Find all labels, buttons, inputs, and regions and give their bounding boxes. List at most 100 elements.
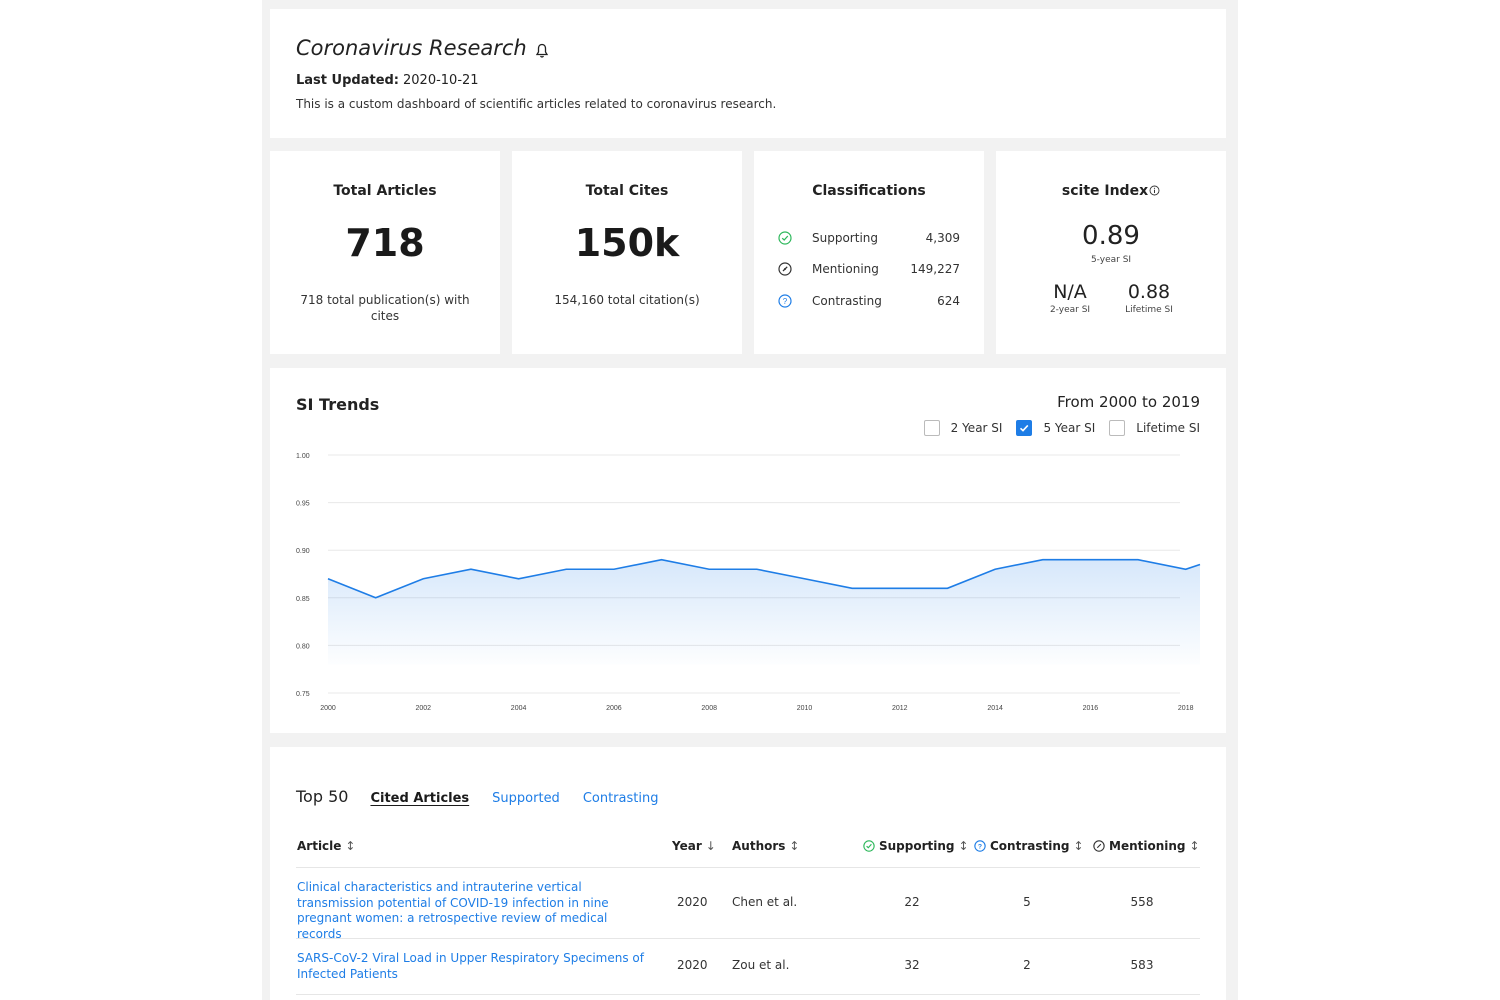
tab-cited-articles[interactable]: Cited Articles xyxy=(370,791,470,806)
sort-icon: ↕ xyxy=(1073,839,1084,853)
dashboard-description: This is a custom dashboard of scientific… xyxy=(296,97,777,111)
scite-five-year-value: 0.89 xyxy=(1082,221,1140,251)
total-articles-value: 718 xyxy=(345,221,425,265)
slash-circle-icon xyxy=(778,262,792,276)
supporting-value: 4,309 xyxy=(925,231,960,245)
question-circle-icon: ? xyxy=(778,294,792,308)
column-header-year[interactable]: Year ↓ xyxy=(672,839,716,853)
sort-icon: ↕ xyxy=(1189,839,1200,853)
article-mentioning-count[interactable]: 583 xyxy=(1130,958,1154,972)
y-tick-label: 0.75 xyxy=(296,691,310,698)
classifications-card: Classifications Supporting 4,309 Mention… xyxy=(754,151,984,354)
top-articles-card: Top 50 Cited Articles Supported Contrast… xyxy=(270,747,1226,1000)
sort-down-icon: ↓ xyxy=(705,839,716,853)
total-cites-subtitle: 154,160 total citation(s) xyxy=(554,293,700,307)
tab-contrasting[interactable]: Contrasting xyxy=(582,791,659,806)
si-trends-chart: 0.75 0.80 0.85 0.90 0.95 1.00 2000 2002 2004 2006… xyxy=(296,453,1201,712)
column-header-supporting[interactable]: Supporting ↕ xyxy=(863,839,969,853)
sort-icon: ↕ xyxy=(789,839,800,853)
total-cites-value: 150k xyxy=(574,221,680,265)
page-title: Coronavirus Research xyxy=(296,36,549,60)
column-header-article-label: Article xyxy=(297,839,342,853)
column-header-contrasting-label: Contrasting xyxy=(990,839,1070,853)
check-circle-icon xyxy=(863,840,875,852)
column-header-mentioning[interactable]: Mentioning ↕ xyxy=(1093,839,1200,853)
column-header-article[interactable]: Article ↕ xyxy=(297,839,355,853)
slash-circle-icon xyxy=(1093,840,1105,852)
series-line-5-year-si xyxy=(327,558,1201,599)
tab-supported[interactable]: Supported xyxy=(492,791,560,806)
article-year: 2020 xyxy=(677,895,708,909)
classification-row-supporting: Supporting 4,309 xyxy=(778,229,960,247)
table-divider xyxy=(296,994,1200,995)
x-tick-label: 2004 xyxy=(511,705,527,712)
legend-2-year-si-label: 2 Year SI xyxy=(950,421,1003,435)
page-title-text: Coronavirus Research xyxy=(296,36,527,60)
classification-row-mentioning: Mentioning 149,227 xyxy=(778,260,960,278)
column-header-authors-label: Authors xyxy=(732,839,786,853)
last-updated-value: 2020-10-21 xyxy=(403,73,479,88)
check-circle-icon xyxy=(778,231,792,245)
series-area-5-year-si xyxy=(328,559,1200,665)
si-trends-card: 0.75 0.80 0.85 0.90 0.95 1.00 2000 2002 2004 2006… xyxy=(270,368,1226,733)
checkbox-5-year-si[interactable] xyxy=(1016,420,1033,436)
si-trends-title: SI Trends xyxy=(296,395,380,414)
sort-icon: ↕ xyxy=(958,839,969,853)
column-header-authors[interactable]: Authors ↕ xyxy=(732,839,799,853)
x-tick-label: 2008 xyxy=(701,705,717,712)
column-header-supporting-label: Supporting xyxy=(879,839,955,853)
total-cites-title: Total Cites xyxy=(585,183,669,199)
x-tick-label: 2016 xyxy=(1083,705,1099,712)
total-cites-card: Total Cites 150k 154,160 total citation(… xyxy=(512,151,742,354)
y-tick-label: 0.85 xyxy=(296,596,310,603)
checkmark-icon xyxy=(1020,424,1029,432)
contrasting-label: Contrasting xyxy=(812,294,882,308)
article-authors: Zou et al. xyxy=(732,958,790,972)
y-tick-label: 1.00 xyxy=(296,453,310,460)
article-link[interactable]: SARS-CoV-2 Viral Load in Upper Respirato… xyxy=(297,951,644,981)
article-contrasting-count[interactable]: 2 xyxy=(1023,958,1031,972)
mentioning-label: Mentioning xyxy=(812,262,879,276)
bell-icon[interactable] xyxy=(535,40,549,58)
table-divider xyxy=(296,938,1200,939)
article-supporting-count[interactable]: 22 xyxy=(904,895,920,909)
article-mentioning-count[interactable]: 558 xyxy=(1130,895,1154,909)
legend-2-year-si[interactable]: 2 Year SI xyxy=(923,420,1003,436)
y-tick-label: 0.95 xyxy=(296,501,310,508)
checkbox-2-year-si[interactable] xyxy=(923,420,940,436)
total-articles-card: Total Articles 718 718 total publication… xyxy=(270,151,500,354)
info-icon[interactable] xyxy=(1149,185,1160,196)
x-tick-label: 2014 xyxy=(987,705,1003,712)
svg-text:?: ? xyxy=(783,297,788,306)
y-tick-label: 0.80 xyxy=(296,643,310,650)
column-header-mentioning-label: Mentioning xyxy=(1109,839,1186,853)
scite-two-year-value: N/A xyxy=(1053,281,1087,303)
scite-lifetime-value: 0.88 xyxy=(1127,281,1171,303)
legend-lifetime-si-label: Lifetime SI xyxy=(1136,421,1200,435)
column-header-contrasting[interactable]: ? Contrasting ↕ xyxy=(974,839,1084,853)
article-link[interactable]: Clinical characteristics and intrauterin… xyxy=(297,880,609,941)
scite-index-title: scite Index xyxy=(996,183,1226,199)
si-trends-range[interactable]: From 2000 to 2019 xyxy=(1057,393,1200,411)
top-50-label: Top 50 xyxy=(296,787,349,806)
x-tick-label: 2006 xyxy=(606,705,622,712)
legend-5-year-si-label: 5 Year SI xyxy=(1043,421,1096,435)
x-tick-label: 2010 xyxy=(797,705,813,712)
checkbox-lifetime-si[interactable] xyxy=(1109,420,1126,436)
x-tick-label: 2000 xyxy=(320,705,336,712)
legend-5-year-si[interactable]: 5 Year SI xyxy=(1016,420,1095,436)
y-tick-label: 0.90 xyxy=(296,548,310,555)
article-supporting-count[interactable]: 32 xyxy=(904,958,920,972)
si-trends-legend: 2 Year SI 5 Year SI Lifetime SI xyxy=(910,420,1200,436)
article-authors: Chen et al. xyxy=(732,895,798,909)
sort-icon: ↕ xyxy=(345,839,356,853)
scite-two-year-label: 2-year SI xyxy=(1049,305,1091,315)
x-tick-label: 2002 xyxy=(416,705,432,712)
article-year: 2020 xyxy=(677,958,708,972)
classification-row-contrasting: ? Contrasting 624 xyxy=(778,292,960,310)
legend-lifetime-si[interactable]: Lifetime SI xyxy=(1109,420,1200,436)
column-header-year-label: Year xyxy=(672,839,702,853)
last-updated: Last Updated: 2020-10-21 xyxy=(296,73,479,88)
contrasting-value: 624 xyxy=(937,294,960,308)
article-contrasting-count[interactable]: 5 xyxy=(1023,895,1031,909)
